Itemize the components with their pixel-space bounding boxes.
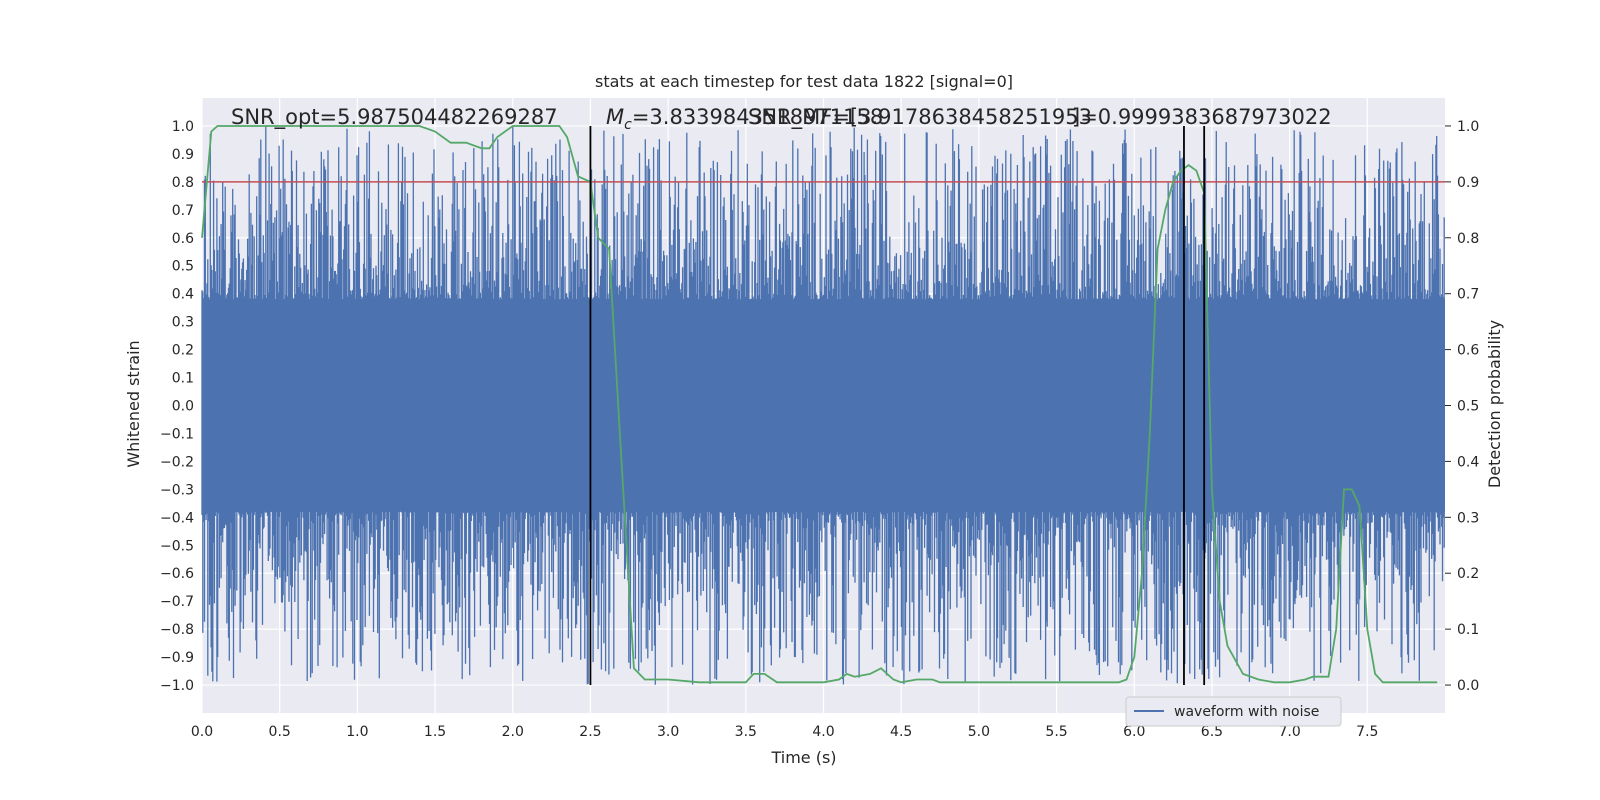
x-axis-label: Time (s) <box>770 748 836 767</box>
chirp-mass-symbol: M <box>606 105 624 129</box>
x-tick-label: 0.0 <box>191 724 213 740</box>
x-tick-label: 5.5 <box>1045 724 1067 740</box>
y-tick-label: −0.4 <box>160 510 194 526</box>
y-tick-label: −0.3 <box>160 482 194 498</box>
x-tick-label: 3.0 <box>657 724 679 740</box>
chart-title: stats at each timestep for test data 182… <box>595 72 1013 91</box>
vertical-markers <box>589 125 1206 686</box>
legend-label-waveform: waveform with noise <box>1174 704 1319 720</box>
y2-tick-label: 0.0 <box>1457 678 1479 694</box>
y-tick-label: −0.9 <box>160 650 194 666</box>
y2-tick-label: 1.0 <box>1457 119 1479 135</box>
y-tick-label: −0.1 <box>160 426 194 442</box>
x-tick-label: 0.5 <box>269 724 291 740</box>
chirp-mass-value: =3.8339843518971158 <box>632 105 883 129</box>
y-tick-label: 0.6 <box>172 231 194 247</box>
x-tick-label: 4.0 <box>812 724 834 740</box>
y2-axis-label: Detection probability <box>1485 320 1504 488</box>
y2-axis-ticks: 1.0 0.9 0.8 0.7 0.6 0.5 0.4 0.3 0.2 0.1 0.0 <box>1445 119 1479 694</box>
y-tick-label: 0.4 <box>172 287 194 303</box>
y-tick-label: 1.0 <box>172 119 194 135</box>
annotation-s-value: ]=0.9999383687973022 <box>1072 105 1332 129</box>
y-tick-label: 0.3 <box>172 315 194 331</box>
legend-box <box>1125 696 1342 727</box>
y-tick-label: 0.1 <box>172 371 194 387</box>
y2-tick-label: 0.6 <box>1457 343 1479 359</box>
x-tick-label: 6.5 <box>1201 724 1223 740</box>
y-tick-label: −0.5 <box>160 538 194 554</box>
annotation-snr-mf: SNR_MF=[3.9178638458251953 <box>748 105 1092 130</box>
y-tick-label: 0.8 <box>172 175 194 191</box>
y2-tick-label: 0.2 <box>1457 566 1479 582</box>
y-tick-label: −0.2 <box>160 454 194 470</box>
y-tick-label: −1.0 <box>160 678 194 694</box>
y-tick-label: −0.7 <box>160 594 194 610</box>
x-tick-label: 7.0 <box>1278 724 1300 740</box>
y-tick-label: 0.0 <box>172 399 194 415</box>
annotation-chirp-mass: Mc=3.8339843518971158 <box>606 105 883 133</box>
x-tick-label: 2.5 <box>579 724 601 740</box>
y2-tick-label: 0.8 <box>1457 231 1479 247</box>
detection-probability-line <box>201 125 1438 684</box>
x-axis-ticks: 0.0 0.5 1.0 1.5 2.0 2.5 3.0 3.5 4.0 4.5 5.0 5.5 6.0 6… <box>191 724 1379 740</box>
y-axis-ticks: 1.0 0.9 0.8 0.7 0.6 0.5 0.4 0.3 0.2 0.1 0.0 −0.1 −0.… <box>160 119 194 694</box>
y-tick-label: −0.8 <box>160 622 194 638</box>
x-tick-label: 4.5 <box>890 724 912 740</box>
y2-tick-label: 0.7 <box>1457 287 1479 303</box>
y-tick-label: 0.2 <box>172 343 194 359</box>
x-tick-label: 1.5 <box>424 724 446 740</box>
series-waveform-with-noise <box>201 126 1445 685</box>
x-tick-label: 1.0 <box>346 724 368 740</box>
y-tick-label: −0.6 <box>160 566 194 582</box>
annotation-snr-opt: SNR_opt=5.987504482269287 <box>231 105 558 130</box>
x-tick-label: 7.5 <box>1356 724 1378 740</box>
series-detection-probability <box>201 125 1438 684</box>
y2-tick-label: 0.3 <box>1457 510 1479 526</box>
y2-tick-label: 0.5 <box>1457 399 1479 415</box>
y2-tick-label: 0.9 <box>1457 175 1479 191</box>
y-tick-label: 0.7 <box>172 203 194 219</box>
x-tick-label: 2.0 <box>502 724 524 740</box>
x-tick-label: 6.0 <box>1123 724 1145 740</box>
waveform-spikes <box>201 126 1445 685</box>
y-axis-label: Whitened strain <box>124 340 143 467</box>
y-tick-label: 0.9 <box>172 147 194 163</box>
x-tick-label: 3.5 <box>735 724 757 740</box>
y-tick-label: 0.5 <box>172 259 194 275</box>
y2-tick-label: 0.4 <box>1457 454 1479 470</box>
y2-tick-label: 0.1 <box>1457 622 1479 638</box>
legend: waveform with noise <box>1125 696 1342 727</box>
x-tick-label: 5.0 <box>968 724 990 740</box>
chirp-mass-subscript: c <box>624 117 632 133</box>
